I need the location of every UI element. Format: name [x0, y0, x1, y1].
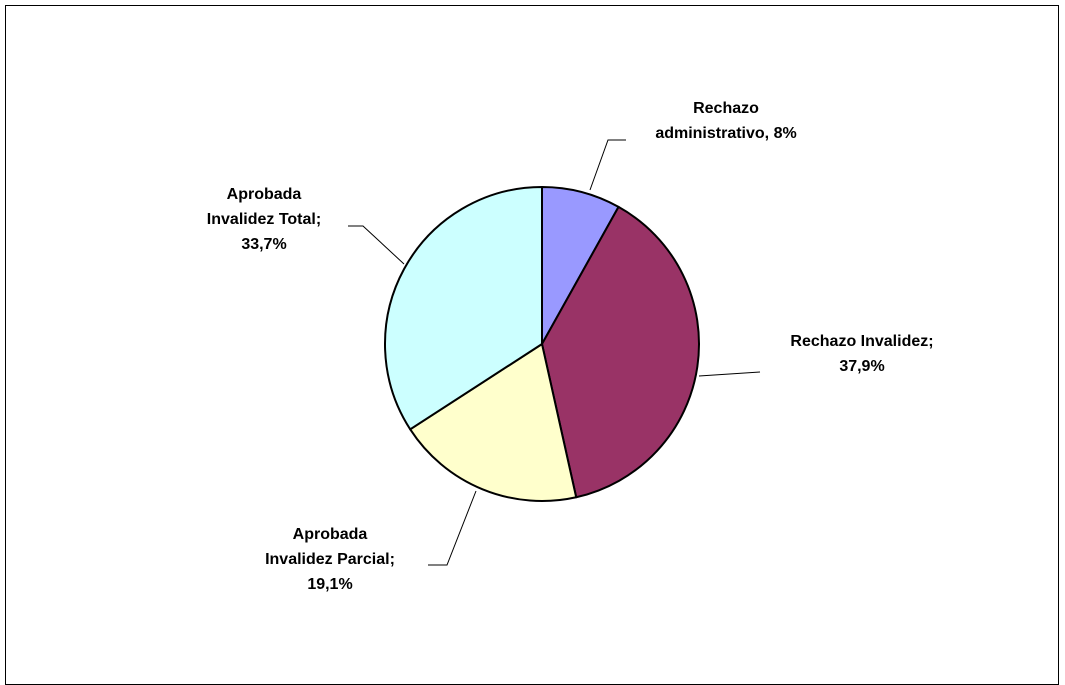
slice-label-2-line-2: 37,9%	[839, 358, 884, 375]
slice-label-4-line-3: 33,7%	[241, 236, 286, 253]
slice-label-1-line-1: Rechazo	[693, 100, 759, 117]
leader-line-2	[699, 372, 760, 376]
leader-line-4	[348, 226, 404, 264]
slice-label-3-line-2: Invalidez Parcial;	[265, 551, 395, 568]
slice-label-2-line-1: Rechazo Invalidez;	[790, 333, 933, 350]
slice-label-3-line-3: 19,1%	[307, 576, 352, 593]
leader-line-1	[590, 140, 626, 190]
leader-line-3	[428, 491, 476, 565]
slice-label-1: Rechazo administrativo, 8%	[655, 100, 796, 142]
slice-label-2: Rechazo Invalidez; 37,9%	[790, 333, 933, 375]
slice-label-3: Aprobada Invalidez Parcial; 19,1%	[265, 526, 395, 593]
slice-label-4: Aprobada Invalidez Total; 33,7%	[207, 186, 321, 253]
slice-label-4-line-1: Aprobada	[227, 186, 302, 203]
slice-label-4-line-2: Invalidez Total;	[207, 211, 321, 228]
slice-label-1-line-2: administrativo, 8%	[655, 125, 796, 142]
slice-label-3-line-1: Aprobada	[293, 526, 368, 543]
